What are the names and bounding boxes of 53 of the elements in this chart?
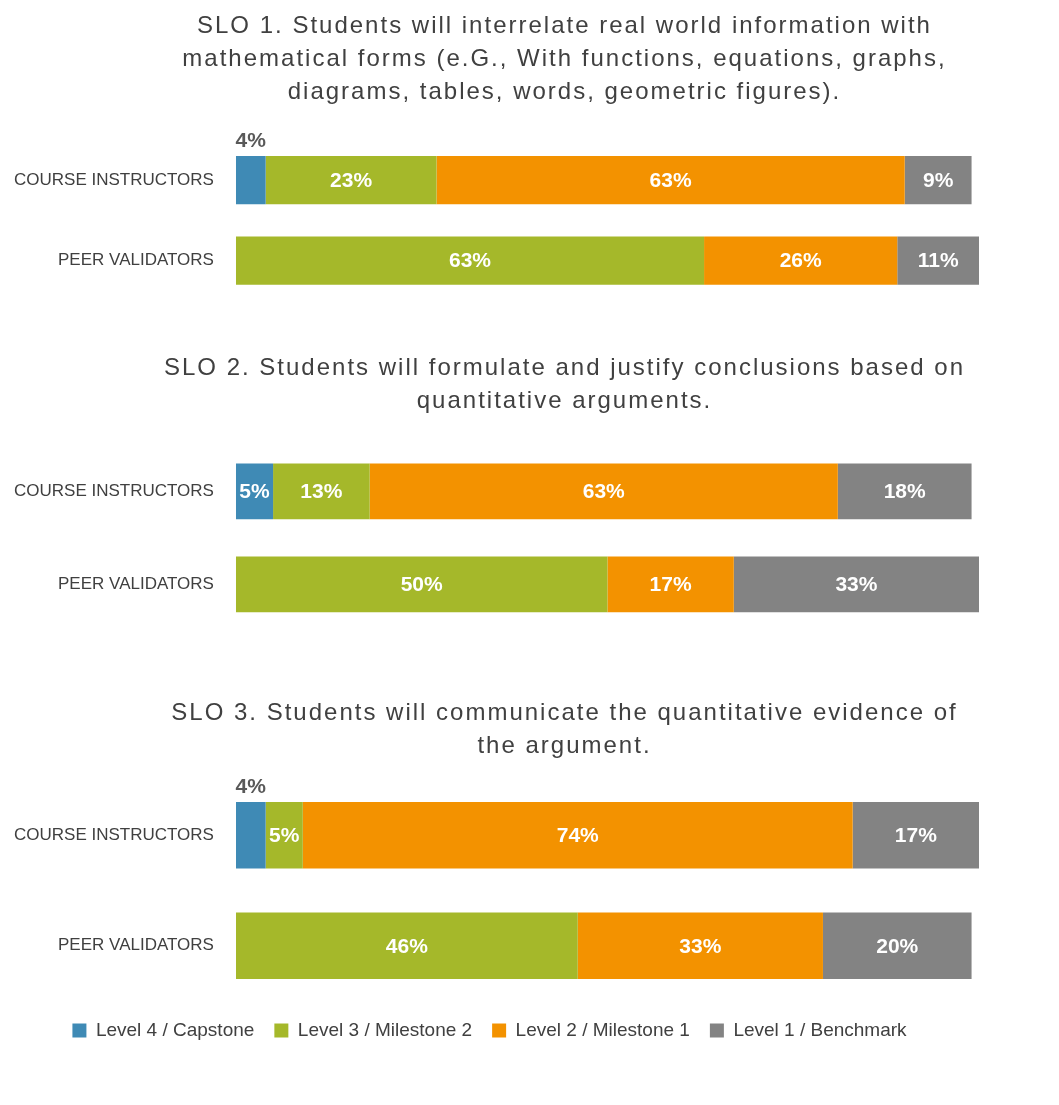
data-label: 63% — [448, 248, 492, 272]
data-label: 9% — [922, 168, 954, 191]
data-label: 33% — [679, 933, 722, 957]
y-tick-label: PEER VALIDATORS — [58, 250, 214, 270]
y-tick-label: PEER VALIDATORS — [58, 935, 214, 955]
bar — [235, 236, 705, 285]
bar — [235, 156, 266, 205]
data-label: 23% — [330, 168, 373, 191]
bar — [235, 556, 608, 613]
data-label: 33% — [835, 572, 878, 596]
bar — [436, 156, 905, 205]
data-label: 63% — [649, 168, 692, 191]
data-label: 18% — [883, 479, 927, 503]
bar — [273, 463, 370, 520]
bar — [235, 912, 578, 979]
legend-label: Level 1 / Benchmark — [733, 1018, 908, 1040]
data-label: 63% — [582, 479, 626, 503]
data-label: 4% — [235, 774, 267, 798]
data-label: 13% — [300, 479, 343, 503]
data-label: 26% — [779, 248, 822, 272]
bar — [852, 802, 979, 869]
data-label: 17% — [894, 823, 938, 847]
data-label: 5% — [269, 823, 300, 847]
y-tick-label: PEER VALIDATORS — [58, 574, 214, 594]
data-label: 17% — [649, 572, 692, 596]
bar — [577, 912, 823, 979]
chart-title: SLO 1. Students will interrelate real world information with mathematical forms (e.G., With functions, equations, graphs, diagrams, tables, words, geometric figures). — [181, 10, 948, 106]
chart-title: SLO 3. Students will communicate the quantitative evidence of the argument. — [170, 697, 959, 758]
bar — [607, 556, 734, 613]
data-label: 20% — [876, 933, 919, 957]
bar — [822, 912, 972, 979]
bar — [704, 236, 898, 285]
bar — [733, 556, 979, 613]
y-tick-label: COURSE INSTRUCTORS — [13, 169, 214, 189]
data-label: 5% — [239, 479, 270, 503]
chart-title: SLO 2. Students will formulate and justify conclusions based on quantitative arguments. — [162, 352, 966, 415]
data-label: 4% — [235, 128, 267, 152]
bar — [369, 463, 838, 520]
data-label: 74% — [556, 823, 600, 847]
legend-label: Level 4 / Capstone — [95, 1018, 255, 1040]
y-tick-label: COURSE INSTRUCTORS — [13, 824, 214, 844]
legend-label: Level 3 / Milestone 2 — [297, 1018, 473, 1040]
bar — [837, 463, 972, 520]
legend-label: Level 2 / Milestone 1 — [515, 1018, 690, 1040]
bar — [904, 156, 972, 205]
bar — [897, 236, 979, 285]
y-tick-label: COURSE INSTRUCTORS — [13, 481, 214, 501]
bar — [265, 156, 437, 205]
data-label: 46% — [385, 933, 429, 957]
bar — [302, 802, 853, 869]
data-label: 11% — [917, 248, 959, 272]
data-label: 50% — [400, 572, 444, 596]
bar — [235, 802, 266, 869]
